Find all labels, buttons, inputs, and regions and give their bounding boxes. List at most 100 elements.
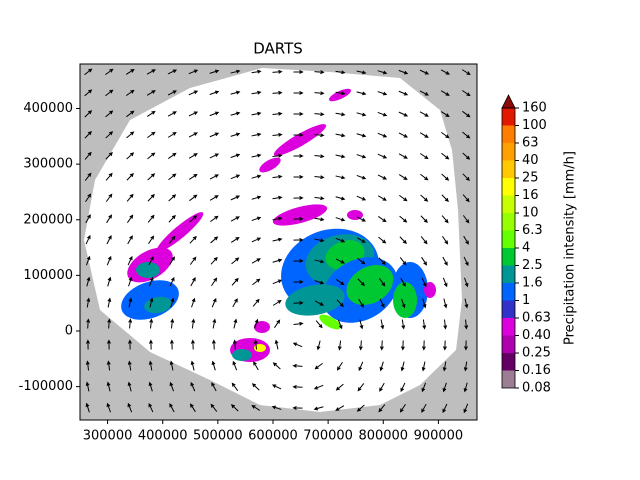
motion-arrow xyxy=(230,132,241,137)
motion-arrow xyxy=(420,194,429,202)
motion-arrow xyxy=(147,131,156,139)
motion-arrow xyxy=(464,298,469,309)
y-tick-label: 400000 xyxy=(23,101,73,116)
motion-arrow xyxy=(149,297,154,308)
colorbar-band xyxy=(502,353,515,371)
motion-arrow xyxy=(107,339,111,350)
motion-arrow xyxy=(126,193,134,202)
motion-arrow xyxy=(272,279,283,285)
motion-arrow xyxy=(293,279,304,284)
motion-arrow xyxy=(441,152,450,160)
motion-arrow xyxy=(335,383,344,391)
motion-arrow xyxy=(400,277,406,287)
motion-arrow xyxy=(421,403,427,413)
motion-arrow xyxy=(378,236,387,244)
motion-arrow xyxy=(107,318,112,329)
motion-arrow xyxy=(462,194,470,203)
motion-arrow xyxy=(251,237,262,243)
motion-arrow xyxy=(378,257,386,266)
motion-arrow xyxy=(251,90,262,95)
motion-arrow xyxy=(147,214,155,223)
motion-arrow xyxy=(356,237,366,243)
motion-arrow xyxy=(85,214,91,224)
motion-arrow xyxy=(314,91,325,96)
motion-arrow xyxy=(398,111,409,117)
motion-arrow xyxy=(148,276,154,287)
x-tick-label: 600000 xyxy=(248,429,298,444)
motion-arrow xyxy=(442,403,448,414)
motion-arrow xyxy=(357,257,366,265)
motion-arrow xyxy=(105,68,114,76)
motion-arrow xyxy=(462,215,470,224)
motion-arrow xyxy=(190,381,196,392)
motion-arrow xyxy=(231,277,239,286)
x-tick-label: 700000 xyxy=(303,429,353,444)
motion-arrow xyxy=(399,257,407,266)
motion-arrow xyxy=(169,403,175,413)
motion-arrow xyxy=(401,319,406,330)
motion-arrow xyxy=(422,319,427,330)
radar-coverage xyxy=(84,68,462,412)
motion-arrow xyxy=(128,297,133,308)
motion-arrow xyxy=(107,297,112,308)
colorbar-band xyxy=(502,143,515,161)
motion-arrow xyxy=(314,154,325,159)
motion-arrow xyxy=(356,91,367,96)
motion-arrow xyxy=(230,153,241,158)
colorbar-band xyxy=(502,318,515,336)
motion-arrow xyxy=(293,175,304,179)
motion-arrow xyxy=(419,132,429,138)
motion-arrow xyxy=(251,174,262,179)
motion-arrow xyxy=(377,174,388,180)
motion-arrow xyxy=(421,382,427,393)
motion-arrow xyxy=(209,195,219,201)
motion-arrow xyxy=(463,382,468,393)
motion-arrow xyxy=(105,131,114,139)
y-tick-label: 200000 xyxy=(23,212,73,227)
y-tick-label: 100000 xyxy=(23,268,73,283)
motion-arrow xyxy=(358,298,364,308)
motion-arrow xyxy=(149,318,154,329)
colorbar-tick-label: 40 xyxy=(522,153,539,168)
precip-area xyxy=(254,344,266,352)
motion-arrow xyxy=(127,402,133,413)
motion-arrow xyxy=(314,362,323,370)
motion-arrow xyxy=(314,112,325,117)
colorbar-tick-label: 4 xyxy=(522,241,530,256)
motion-arrow xyxy=(377,91,388,96)
motion-arrow xyxy=(84,110,93,118)
motion-arrow xyxy=(251,132,262,137)
motion-arrow xyxy=(126,131,135,139)
motion-arrow xyxy=(232,298,238,308)
motion-arrow xyxy=(398,69,409,75)
motion-arrow xyxy=(147,152,156,160)
motion-arrow xyxy=(231,382,239,391)
colorbar-frame xyxy=(501,107,516,389)
motion-arrow xyxy=(148,381,153,392)
motion-arrow xyxy=(210,215,219,223)
motion-arrow xyxy=(169,276,175,287)
motion-arrow xyxy=(314,280,325,285)
motion-arrow xyxy=(461,90,471,97)
motion-arrow xyxy=(335,133,346,138)
motion-arrow xyxy=(148,235,155,245)
colorbar-tick-label: 25 xyxy=(522,171,539,186)
motion-arrow xyxy=(335,196,346,201)
motion-arrow xyxy=(251,383,260,391)
motion-arrow xyxy=(359,319,364,330)
motion-arrow xyxy=(421,361,426,372)
motion-arrow xyxy=(128,339,132,350)
motion-arrow xyxy=(314,259,325,264)
motion-arrow xyxy=(378,404,386,413)
motion-arrow xyxy=(231,257,240,265)
motion-arrow xyxy=(85,255,91,266)
precip-area xyxy=(254,321,270,333)
motion-arrow xyxy=(293,154,304,158)
motion-arrow xyxy=(377,70,388,75)
motion-arrow xyxy=(443,319,448,330)
motion-arrow xyxy=(85,193,92,203)
colorbar-band xyxy=(502,300,515,318)
motion-arrow xyxy=(126,152,135,160)
chart-title: DARTS xyxy=(253,40,303,58)
